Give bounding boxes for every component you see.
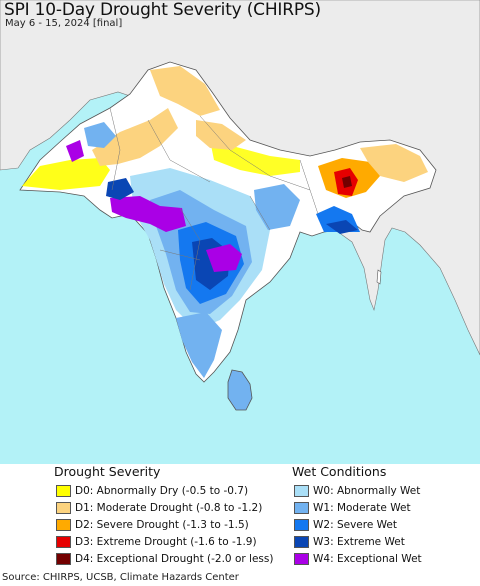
swatch-w3 [294, 536, 309, 548]
drought-d1-northwest [92, 108, 178, 166]
swatch-d2 [56, 519, 71, 531]
drought-d0-north [22, 158, 110, 190]
map-subtitle: May 6 - 15, 2024 [final] [5, 18, 123, 29]
legend-item-w0: W0: Abnormally Wet [294, 484, 420, 498]
andaman-islands [376, 269, 382, 285]
legend-label-w3: W3: Extreme Wet [313, 536, 405, 548]
legend-item-d1: D1: Moderate Drought (-0.8 to -1.2) [56, 501, 262, 515]
legend-label-d1: D1: Moderate Drought (-0.8 to -1.2) [75, 502, 263, 514]
legend-label-w2: W2: Severe Wet [313, 519, 397, 531]
legend-label-d0: D0: Abnormally Dry (-0.5 to -0.7) [75, 485, 249, 497]
legend-item-d3: D3: Extreme Drought (-1.6 to -1.9) [56, 535, 257, 549]
wet-w4-deccan [206, 244, 242, 272]
wet-legend-heading: Wet Conditions [292, 464, 387, 479]
swatch-d1 [56, 502, 71, 514]
swatch-d0 [56, 485, 71, 497]
wet-w3-bangladesh-coast [326, 220, 358, 234]
legend-label-d3: D3: Extreme Drought (-1.6 to -1.9) [75, 536, 257, 548]
legend-item-d0: D0: Abnormally Dry (-0.5 to -0.7) [56, 484, 248, 498]
swatch-w2 [294, 519, 309, 531]
swatch-d3 [56, 536, 71, 548]
legend-item-w1: W1: Moderate Wet [294, 501, 411, 515]
drought-map [0, 0, 480, 411]
map-title: SPI 10-Day Drought Severity (CHIRPS) [4, 0, 321, 20]
wet-w1-east [254, 184, 300, 230]
drought-legend-heading: Drought Severity [54, 464, 161, 479]
drought-d4-northeast [342, 176, 352, 188]
wet-w1-pakistan [84, 122, 116, 148]
legend-panel: Drought Severity Wet Conditions D0: Abno… [0, 464, 480, 569]
legend-item-w4: W4: Exceptional Wet [294, 552, 422, 566]
map-panel: SPI 10-Day Drought Severity (CHIRPS) May… [0, 0, 480, 464]
drought-d1-north [150, 66, 220, 116]
sri-lanka [227, 369, 253, 411]
swatch-w4 [294, 553, 309, 565]
drought-d1-gangetic [196, 120, 246, 150]
drought-d1-northeast [360, 144, 428, 182]
internal-borders [109, 107, 319, 291]
legend-item-d4: D4: Exceptional Drought (-2.0 or less) [56, 552, 273, 566]
legend-item-w3: W3: Extreme Wet [294, 535, 405, 549]
wet-w4-gujarat [110, 196, 186, 232]
swatch-d4 [56, 553, 71, 565]
legend-item-d2: D2: Severe Drought (-1.3 to -1.5) [56, 518, 249, 532]
legend-label-w1: W1: Moderate Wet [313, 502, 411, 514]
legend-label-w0: W0: Abnormally Wet [313, 485, 421, 497]
source-credit: Source: CHIRPS, UCSB, Climate Hazards Ce… [2, 572, 239, 583]
wet-w3-sindh [106, 178, 134, 200]
legend-label-w4: W4: Exceptional Wet [313, 553, 422, 565]
swatch-w0 [294, 485, 309, 497]
swatch-w1 [294, 502, 309, 514]
wet-w1-south [176, 312, 222, 378]
wet-w4-pakistan [66, 140, 84, 162]
legend-item-w2: W2: Severe Wet [294, 518, 397, 532]
legend-label-d2: D2: Severe Drought (-1.3 to -1.5) [75, 519, 249, 531]
legend-label-d4: D4: Exceptional Drought (-2.0 or less) [75, 553, 274, 565]
